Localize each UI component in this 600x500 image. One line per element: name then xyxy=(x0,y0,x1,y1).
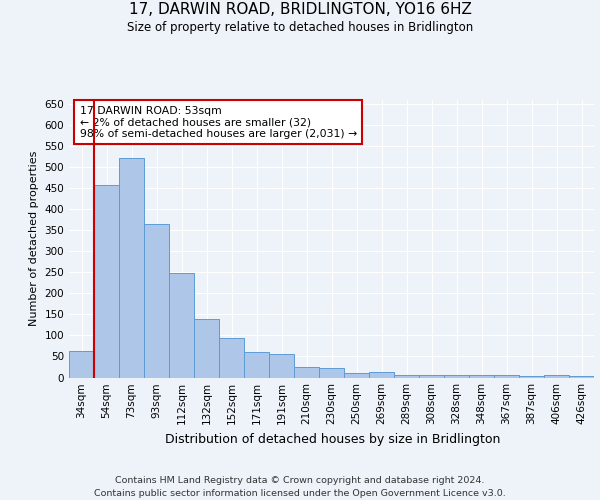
Bar xyxy=(244,352,269,378)
Bar xyxy=(169,273,194,378)
Bar xyxy=(419,374,444,378)
Bar xyxy=(319,368,344,378)
Y-axis label: Number of detached properties: Number of detached properties xyxy=(29,151,39,326)
Text: Size of property relative to detached houses in Bridlington: Size of property relative to detached ho… xyxy=(127,21,473,34)
Bar xyxy=(294,367,319,378)
Bar xyxy=(519,376,544,378)
Text: 17 DARWIN ROAD: 53sqm
← 2% of detached houses are smaller (32)
98% of semi-detac: 17 DARWIN ROAD: 53sqm ← 2% of detached h… xyxy=(79,106,357,138)
Bar xyxy=(394,374,419,378)
Bar xyxy=(219,338,244,378)
Bar xyxy=(344,374,369,378)
Bar xyxy=(119,158,144,378)
Text: Distribution of detached houses by size in Bridlington: Distribution of detached houses by size … xyxy=(166,432,500,446)
Bar xyxy=(494,376,519,378)
Bar xyxy=(69,352,94,378)
Bar xyxy=(94,186,119,378)
Text: Contains HM Land Registry data © Crown copyright and database right 2024.
Contai: Contains HM Land Registry data © Crown c… xyxy=(94,476,506,498)
Bar xyxy=(444,375,469,378)
Bar xyxy=(469,376,494,378)
Bar xyxy=(144,224,169,378)
Bar xyxy=(369,372,394,378)
Text: 17, DARWIN ROAD, BRIDLINGTON, YO16 6HZ: 17, DARWIN ROAD, BRIDLINGTON, YO16 6HZ xyxy=(128,2,472,18)
Bar xyxy=(269,354,294,378)
Bar xyxy=(569,376,594,378)
Bar xyxy=(194,318,219,378)
Bar xyxy=(544,376,569,378)
